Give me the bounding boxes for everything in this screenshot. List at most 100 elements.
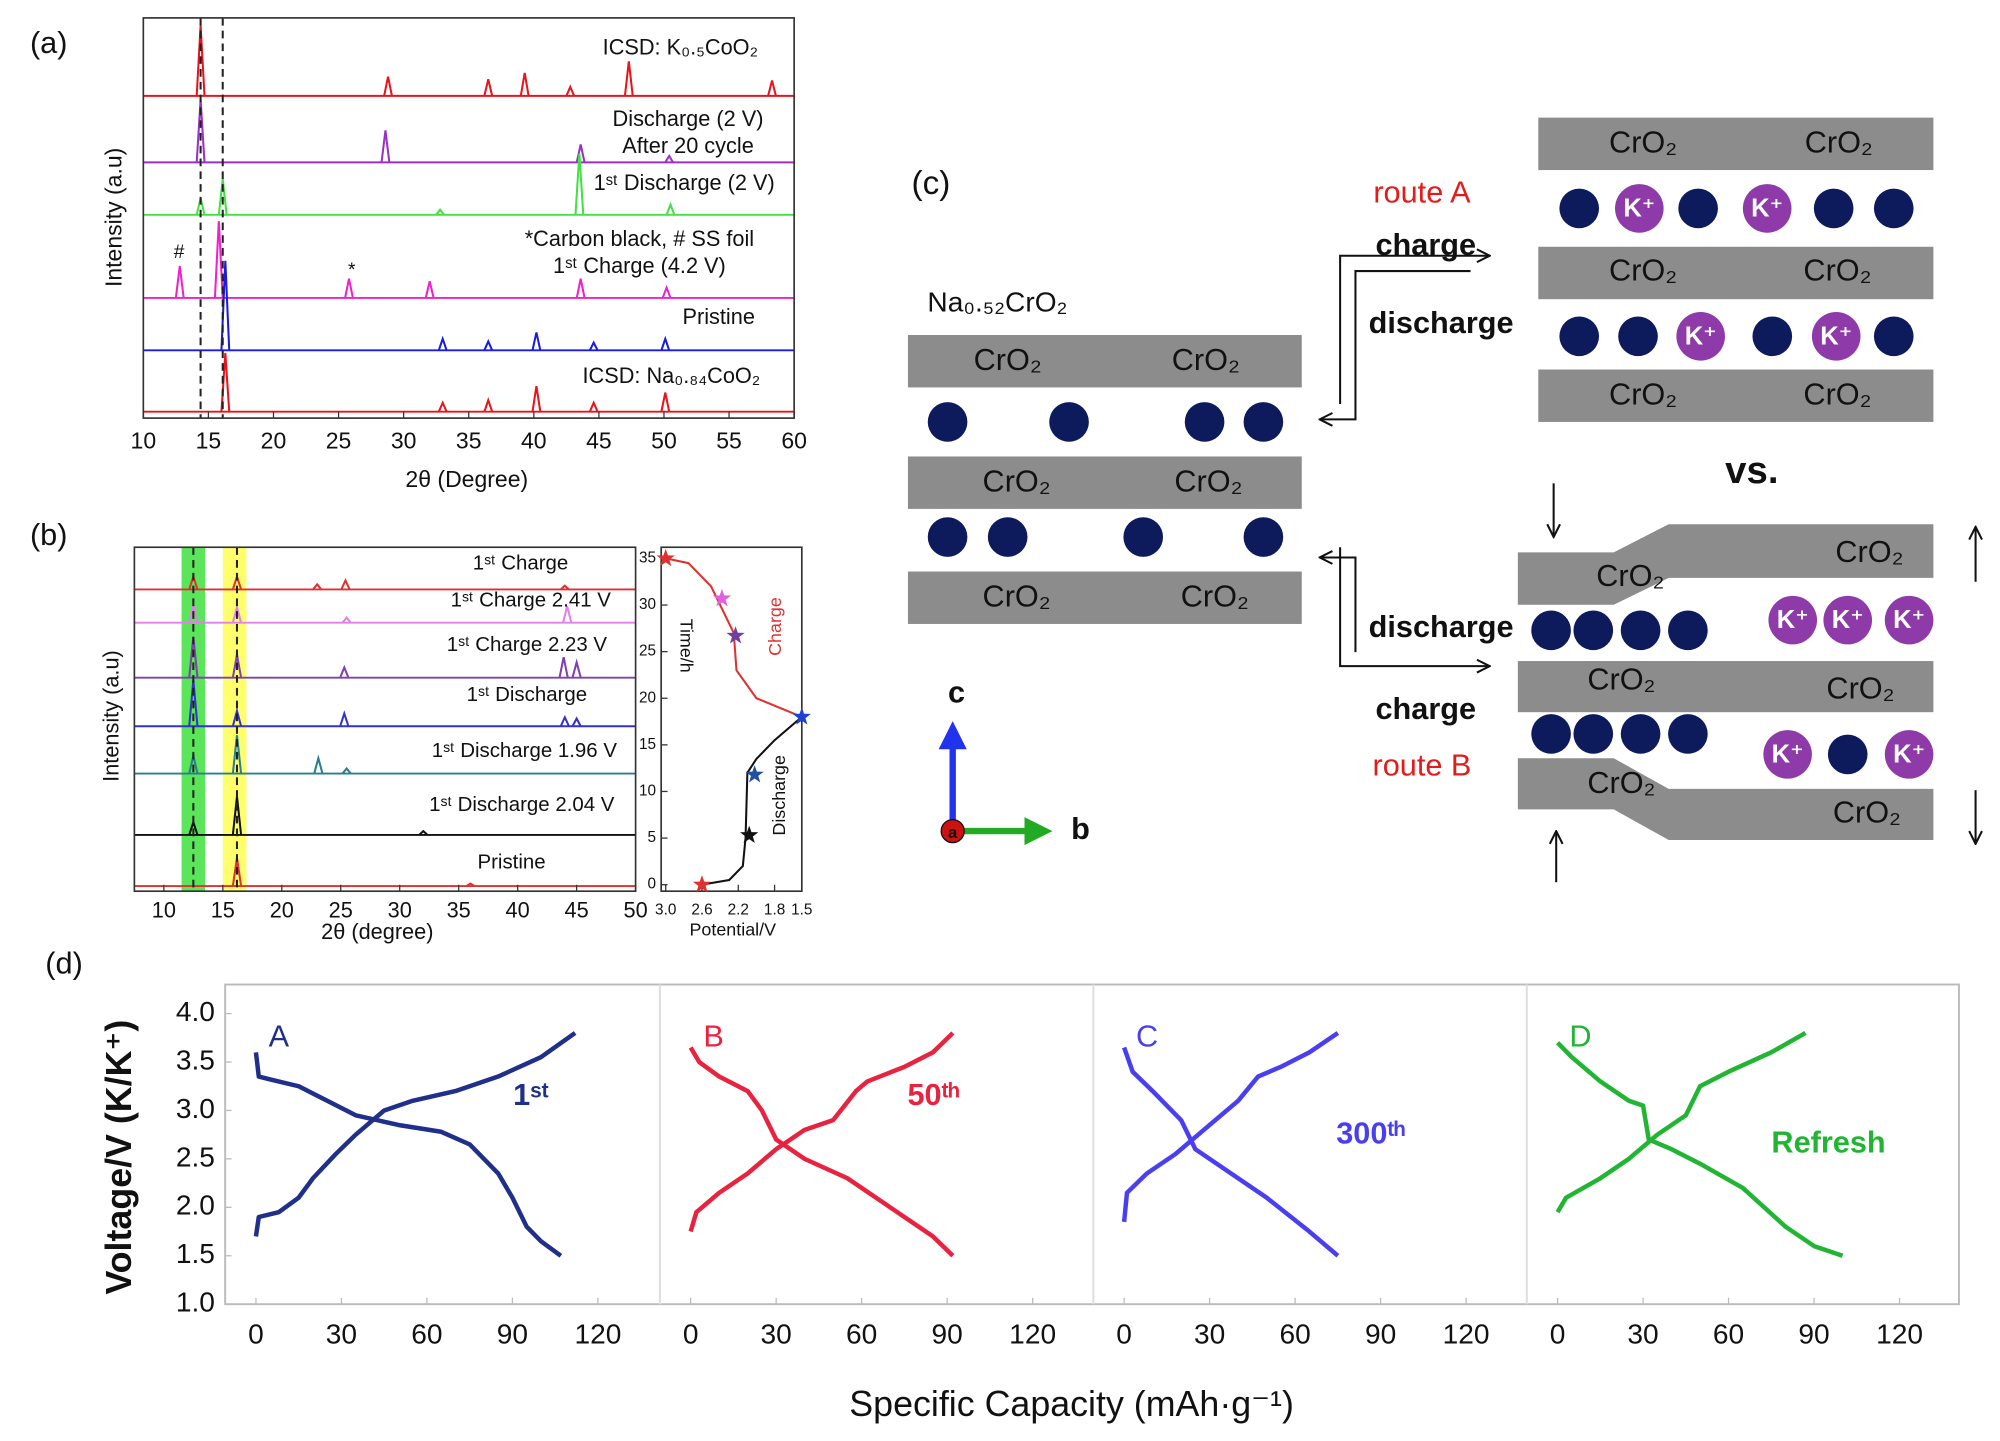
x-tick-label: 45 xyxy=(586,427,612,453)
x-tick-label: 120 xyxy=(574,1319,621,1350)
series-label: 1ˢᵗ Charge (4.2 V) xyxy=(553,253,726,278)
layer-label: CrO₂ xyxy=(1826,671,1894,706)
x-axis-title: Potential/V xyxy=(690,920,777,940)
series-label: 1ˢᵗ Charge 2.41 V xyxy=(451,588,612,611)
x-tick-label: 50 xyxy=(651,427,677,453)
na-ion xyxy=(1620,714,1661,754)
k-ion-label: K⁺ xyxy=(1623,194,1655,222)
na-ion xyxy=(1618,316,1658,357)
layer-label: CrO₂ xyxy=(1805,125,1873,160)
na-ion xyxy=(1573,714,1614,754)
diagram-text: b xyxy=(1071,811,1090,846)
arrow xyxy=(1320,557,1357,653)
curve xyxy=(688,1031,955,1233)
y-tick-label: 4.0 xyxy=(176,996,215,1027)
panel-label: (b) xyxy=(30,517,67,552)
x-tick-label: 0 xyxy=(1550,1319,1566,1350)
peak xyxy=(380,130,391,163)
x-tick-label: 30 xyxy=(326,1319,357,1350)
cycle-label: Refresh xyxy=(1771,1124,1885,1159)
cycle-label: 1ˢᵗ xyxy=(513,1077,549,1112)
x-tick-label: 60 xyxy=(411,1319,442,1350)
peak xyxy=(341,766,352,775)
series-label: ICSD: K₀.₅CoO₂ xyxy=(603,34,758,59)
diagram-text: route A xyxy=(1373,174,1471,209)
curve xyxy=(1122,1046,1340,1258)
curve xyxy=(1121,1031,1340,1223)
peak xyxy=(213,221,224,298)
diagram-text: vs. xyxy=(1725,449,1778,492)
x-tick-label: 30 xyxy=(391,427,417,453)
diagram-text: (c) xyxy=(912,165,951,202)
peak xyxy=(483,79,494,97)
curve xyxy=(688,1046,955,1258)
x-tick-label: 90 xyxy=(1365,1319,1396,1350)
peak xyxy=(435,208,445,216)
y-tick-label: 0 xyxy=(648,876,657,893)
k-ion-label: K⁺ xyxy=(1820,322,1852,350)
x-tick-label: 25 xyxy=(329,897,353,922)
diagram-text: discharge xyxy=(1369,609,1514,644)
na-ion xyxy=(1123,517,1164,557)
peak xyxy=(220,260,231,351)
arrow xyxy=(1339,547,1490,666)
y-tick-label: 30 xyxy=(639,596,656,613)
x-tick-label: 120 xyxy=(1009,1319,1056,1350)
peak xyxy=(340,578,351,590)
x-tick-label: 55 xyxy=(716,427,742,453)
curve xyxy=(253,1031,577,1237)
series-label: Pristine xyxy=(477,850,545,873)
k-ion-label: K⁺ xyxy=(1893,740,1925,768)
x-tick-label: 0 xyxy=(683,1319,699,1350)
x-tick-label: 30 xyxy=(1194,1319,1225,1350)
diagram-text: discharge xyxy=(1369,305,1514,340)
peak xyxy=(465,882,476,887)
layer-label: CrO₂ xyxy=(1174,463,1242,498)
annotation: # xyxy=(174,242,185,263)
x-tick-label: 0 xyxy=(248,1319,264,1350)
na-ion xyxy=(927,517,968,557)
k-ion xyxy=(1768,595,1818,645)
x-tick-label: 0 xyxy=(1116,1319,1132,1350)
peak xyxy=(588,400,599,413)
y-tick-label: 10 xyxy=(639,783,656,800)
x-tick-label: 30 xyxy=(761,1319,792,1350)
series-label: 1ˢᵗ Charge xyxy=(473,551,569,574)
layer-label: CrO₂ xyxy=(1609,376,1677,411)
arrow xyxy=(1339,256,1490,405)
peak xyxy=(339,710,350,727)
k-ion-label: K⁺ xyxy=(1772,740,1804,768)
k-ion xyxy=(1884,595,1934,645)
na-ion xyxy=(1243,517,1284,557)
layer-label: CrO₂ xyxy=(1587,662,1655,697)
cro2-layer xyxy=(1538,246,1934,300)
curve xyxy=(1555,1041,1844,1258)
peak xyxy=(767,80,777,97)
peak xyxy=(531,332,542,351)
cro2-layer xyxy=(907,334,1302,388)
na-ion xyxy=(1668,714,1708,754)
layer-label: CrO₂ xyxy=(1181,579,1249,614)
x-tick-label: 40 xyxy=(506,897,530,922)
y-tick-label: 35 xyxy=(639,549,656,566)
peak xyxy=(664,154,674,163)
series-label: Discharge (2 V) xyxy=(613,106,764,131)
cro2-layer xyxy=(907,571,1302,624)
na-ion xyxy=(927,402,968,442)
layer-label: CrO₂ xyxy=(1609,125,1677,160)
x-tick-label: 30 xyxy=(388,897,412,922)
peak xyxy=(588,340,599,351)
series-note: After 20 cycle xyxy=(622,133,754,158)
diagram-text: c xyxy=(948,674,965,709)
k-ion-label: K⁺ xyxy=(1685,322,1717,350)
layer-label: CrO₂ xyxy=(1596,558,1664,593)
layer-label: CrO₂ xyxy=(983,463,1051,498)
cro2-layer xyxy=(1538,369,1934,422)
x-tick-label: 30 xyxy=(1627,1319,1658,1350)
na-ion xyxy=(1620,610,1661,651)
x-tick-label: 60 xyxy=(781,427,807,453)
y-tick-label: 25 xyxy=(639,643,656,660)
plot-frame xyxy=(133,546,637,893)
